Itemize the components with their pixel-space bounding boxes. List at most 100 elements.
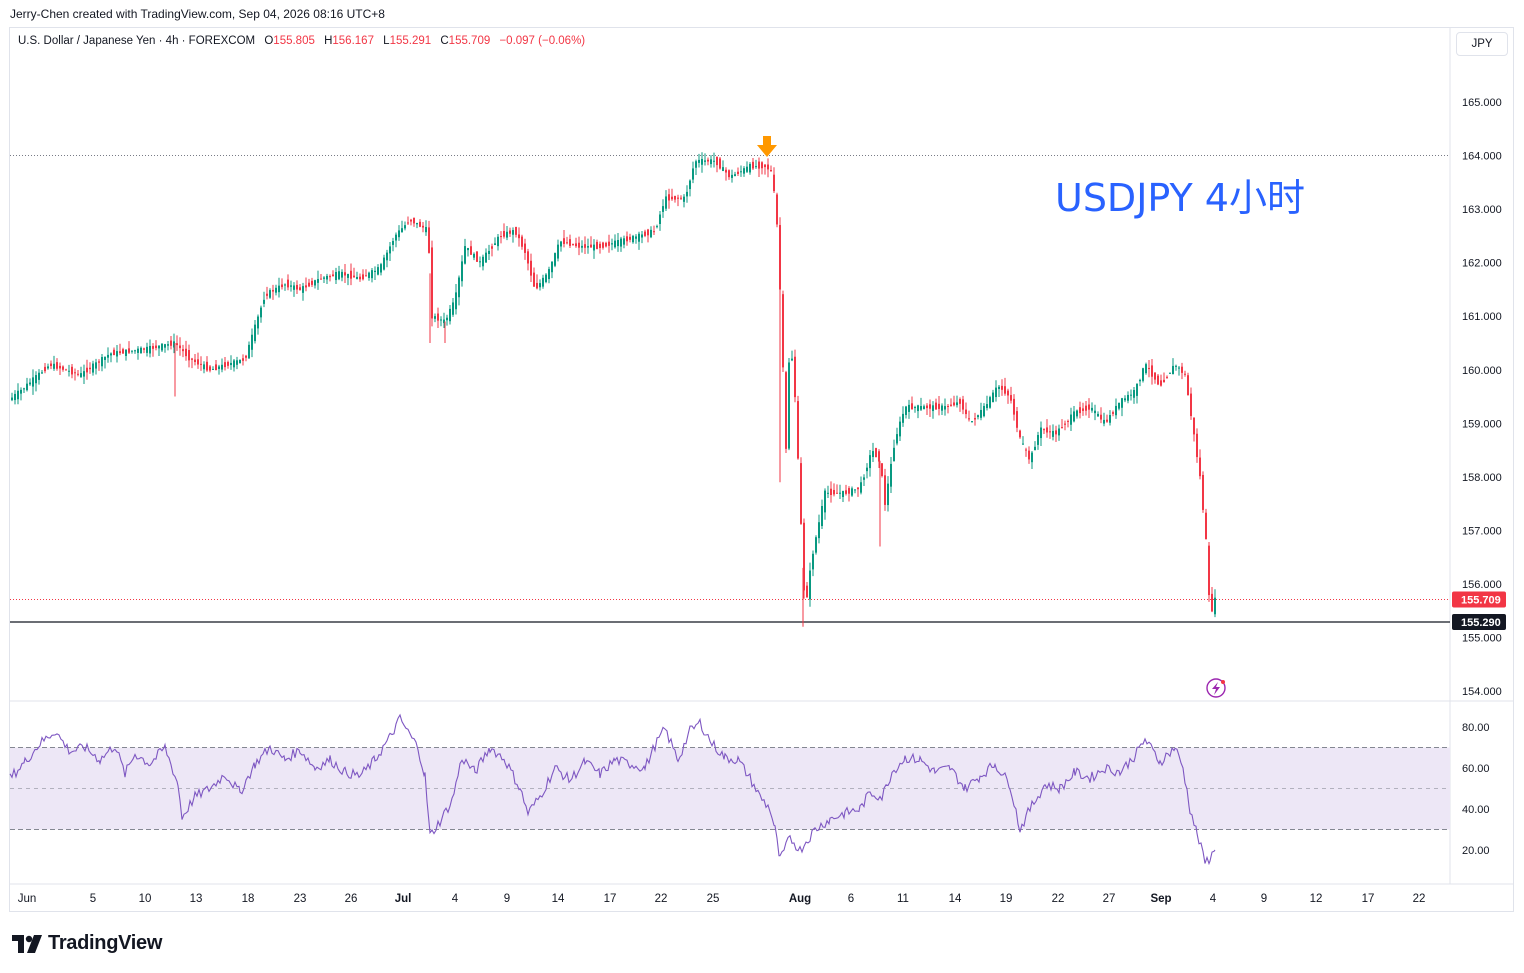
candle-body bbox=[443, 319, 445, 324]
price-tick-label: 157.000 bbox=[1462, 525, 1502, 537]
candle-body bbox=[266, 293, 268, 296]
candle-body bbox=[1118, 402, 1120, 409]
candle-body bbox=[1019, 430, 1021, 438]
candle-body bbox=[713, 160, 715, 162]
price-tick-label: 165.000 bbox=[1462, 97, 1502, 109]
candle-body bbox=[1124, 398, 1126, 401]
candle-body bbox=[887, 483, 889, 506]
candle-body bbox=[503, 231, 505, 237]
time-tick-label: 22 bbox=[655, 893, 668, 905]
candle-body bbox=[179, 345, 181, 349]
candle-body bbox=[1193, 417, 1195, 435]
candle-body bbox=[68, 370, 70, 372]
symbol-legend: U.S. Dollar / Japanese Yen · 4h · FOREXC… bbox=[18, 35, 585, 47]
candle-body bbox=[1214, 597, 1216, 615]
candle-body bbox=[914, 407, 916, 409]
low-label: L bbox=[383, 35, 390, 47]
candle-body bbox=[395, 234, 397, 241]
candle-body bbox=[1073, 411, 1075, 422]
candle-body bbox=[755, 166, 757, 168]
time-tick-label: Sep bbox=[1150, 893, 1171, 905]
candle-body bbox=[983, 405, 985, 417]
candle-body bbox=[995, 387, 997, 398]
candle-body bbox=[1022, 443, 1024, 445]
candle-body bbox=[1091, 407, 1093, 411]
candle-body bbox=[254, 324, 256, 342]
candle-body bbox=[230, 362, 232, 366]
candle-body bbox=[542, 277, 544, 287]
candle-body bbox=[251, 334, 253, 350]
candle-body bbox=[572, 244, 574, 246]
currency-button[interactable]: JPY bbox=[1456, 32, 1508, 56]
candle-body bbox=[1067, 420, 1069, 422]
candle-body bbox=[152, 346, 154, 349]
candle-body bbox=[104, 356, 106, 360]
rsi-tick-label: 40.00 bbox=[1462, 804, 1490, 816]
candle-body bbox=[1109, 415, 1111, 423]
candle-body bbox=[719, 158, 721, 169]
candle-body bbox=[1157, 375, 1159, 385]
price-tick-label: 155.000 bbox=[1462, 633, 1502, 645]
candle-body bbox=[1034, 446, 1036, 451]
candle-body bbox=[875, 448, 877, 458]
candle-body bbox=[1136, 383, 1138, 396]
candle-body bbox=[110, 353, 112, 356]
candle-body bbox=[1082, 408, 1084, 411]
candle-body bbox=[347, 273, 349, 278]
candle-body bbox=[1052, 430, 1054, 437]
time-tick-label: Jun bbox=[18, 893, 37, 905]
candle-body bbox=[182, 349, 184, 352]
candle-body bbox=[980, 409, 982, 418]
candle-body bbox=[101, 357, 103, 367]
candle-body bbox=[809, 570, 811, 600]
candle-body bbox=[485, 252, 487, 263]
change-value: −0.097 (−0.06%) bbox=[499, 35, 586, 47]
candle-body bbox=[314, 280, 316, 286]
candle-body bbox=[1061, 427, 1063, 429]
candle-body bbox=[884, 475, 886, 505]
chart-credit: Jerry-Chen created with TradingView.com,… bbox=[10, 7, 385, 21]
candle-body bbox=[743, 168, 745, 174]
time-tick-label: 14 bbox=[552, 893, 565, 905]
candle-body bbox=[65, 369, 67, 371]
candle-body bbox=[242, 358, 244, 361]
candle-body bbox=[128, 348, 130, 353]
candle-body bbox=[896, 434, 898, 444]
candle-body bbox=[245, 355, 247, 358]
time-tick-label: 25 bbox=[707, 893, 720, 905]
candle-body bbox=[737, 171, 739, 174]
candle-body bbox=[422, 225, 424, 228]
candle-body bbox=[950, 404, 952, 406]
candle-body bbox=[1142, 368, 1144, 381]
candle-body bbox=[458, 277, 460, 298]
candle-body bbox=[164, 344, 166, 348]
price-label: 155.709 bbox=[1461, 595, 1501, 607]
time-tick-label: 13 bbox=[190, 893, 203, 905]
time-tick-label: 23 bbox=[294, 893, 307, 905]
candle-body bbox=[599, 243, 601, 248]
tradingview-logo[interactable]: TradingView bbox=[12, 932, 162, 955]
candle-body bbox=[1058, 428, 1060, 436]
candle-body bbox=[848, 488, 850, 494]
candle-body bbox=[587, 246, 589, 248]
candle-body bbox=[125, 349, 127, 356]
candle-body bbox=[398, 230, 400, 238]
candle-body bbox=[605, 242, 607, 247]
price-tick-label: 162.000 bbox=[1462, 258, 1502, 270]
candle-body bbox=[998, 386, 1000, 389]
candle-body bbox=[1013, 398, 1015, 415]
candle-body bbox=[371, 270, 373, 279]
high-value: 156.167 bbox=[332, 35, 374, 47]
candle-body bbox=[1001, 385, 1003, 390]
candle-body bbox=[386, 252, 388, 261]
price-label-bg bbox=[1452, 591, 1506, 608]
candle-body bbox=[380, 264, 382, 273]
time-tick-label: 5 bbox=[90, 893, 96, 905]
price-label-bg bbox=[1452, 613, 1506, 630]
candle-body bbox=[434, 316, 436, 319]
candle-body bbox=[455, 292, 457, 310]
candle-body bbox=[41, 372, 43, 374]
candle-body bbox=[32, 377, 34, 387]
candle-body bbox=[290, 285, 292, 287]
